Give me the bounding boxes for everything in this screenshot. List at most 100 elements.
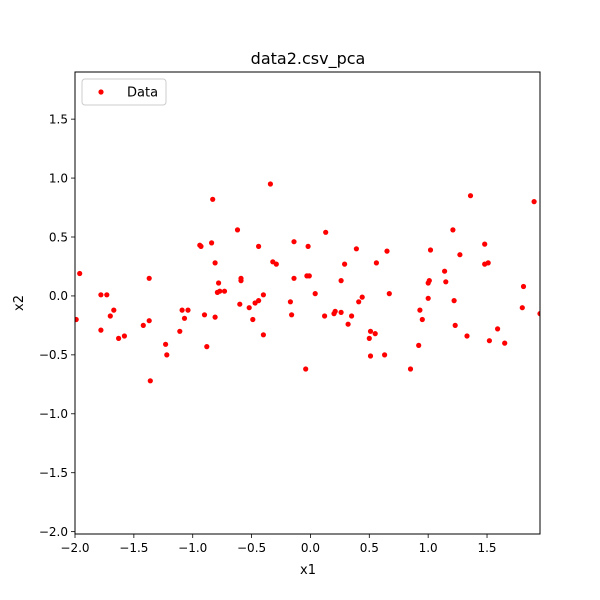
data-point-72 (384, 248, 390, 254)
data-point-16 (179, 307, 185, 313)
data-point-29 (217, 288, 223, 294)
data-point-2 (98, 292, 104, 298)
data-point-59 (338, 278, 344, 284)
y-tick-label: 0.0 (49, 289, 68, 303)
data-point-95 (502, 340, 508, 346)
data-point-75 (416, 342, 422, 348)
x-tick-label: 0.5 (360, 541, 379, 555)
x-tick-label: −0.5 (237, 541, 266, 555)
data-point-11 (146, 275, 152, 281)
y-tick-label: −1.0 (39, 407, 68, 421)
data-point-4 (104, 292, 110, 298)
data-point-30 (221, 288, 228, 294)
data-point-81 (427, 247, 434, 253)
points-layer (75, 181, 540, 384)
data-point-51 (305, 243, 311, 249)
data-point-88 (464, 333, 470, 339)
data-point-34 (238, 278, 244, 284)
legend-box (81, 78, 167, 106)
data-point-99 (537, 311, 540, 317)
data-point-86 (452, 322, 458, 328)
y-tick-label: −1.5 (39, 466, 68, 480)
data-point-68 (367, 328, 374, 334)
data-point-64 (356, 299, 362, 305)
data-point-14 (164, 352, 170, 358)
data-point-54 (322, 313, 328, 319)
data-point-73 (386, 291, 392, 297)
data-point-28 (216, 280, 222, 286)
data-point-7 (116, 335, 122, 341)
data-point-48 (291, 275, 297, 281)
data-point-44 (273, 261, 279, 267)
data-point-42 (267, 181, 273, 187)
data-point-22 (204, 344, 210, 350)
data-point-97 (520, 283, 527, 290)
data-point-40 (260, 332, 266, 338)
y-axis-ticks: −2.0 −1.5 −1.0 −0.5 0.0 0.5 1.0 1.5 (39, 112, 75, 539)
data-point-85 (451, 298, 457, 304)
x-axis-label: x1 (300, 563, 316, 578)
data-point-13 (163, 341, 169, 347)
data-point-8 (121, 333, 127, 339)
x-tick-label: 1.5 (477, 541, 496, 555)
data-point-87 (457, 252, 463, 258)
data-point-12 (147, 378, 153, 384)
data-point-74 (407, 366, 414, 372)
x-tick-label: −2.0 (60, 541, 89, 555)
x-tick-label: 1.0 (419, 541, 438, 555)
data-point-57 (332, 308, 338, 314)
data-point-20 (198, 243, 204, 249)
data-point-76 (417, 307, 423, 313)
data-point-36 (250, 316, 256, 323)
data-point-38 (256, 298, 262, 304)
data-point-82 (442, 268, 448, 274)
data-point-26 (212, 314, 218, 320)
data-point-67 (367, 353, 374, 359)
x-axis-ticks: −2.0 −1.5 −1.0 −0.5 0.0 0.5 1.0 1.5 (60, 534, 497, 555)
data-point-15 (177, 328, 183, 334)
data-point-49 (303, 366, 309, 372)
data-point-5 (107, 313, 113, 319)
data-point-61 (345, 321, 351, 327)
x-tick-label: −1.0 (178, 541, 207, 555)
y-axis-label: x2 (12, 295, 27, 311)
data-point-78 (425, 295, 431, 301)
chart-title: data2.csv_pca (251, 49, 366, 69)
data-point-23 (209, 240, 215, 246)
data-point-91 (482, 241, 488, 247)
data-point-96 (519, 305, 525, 311)
data-point-52 (306, 273, 312, 279)
data-point-58 (338, 309, 344, 315)
data-point-9 (140, 322, 146, 328)
data-point-46 (289, 312, 295, 318)
y-tick-label: 1.5 (49, 112, 68, 126)
data-point-6 (111, 307, 117, 313)
data-point-32 (237, 301, 243, 307)
data-point-65 (359, 294, 365, 300)
data-point-45 (287, 299, 293, 305)
legend: Data (81, 78, 167, 106)
data-point-62 (349, 313, 355, 319)
data-point-47 (291, 239, 297, 245)
data-point-35 (246, 305, 252, 311)
data-point-1 (77, 270, 83, 277)
x-tick-label: −1.5 (119, 541, 148, 555)
data-point-92 (485, 260, 491, 266)
data-point-83 (443, 279, 449, 285)
data-point-10 (146, 318, 152, 324)
data-point-89 (467, 193, 474, 199)
y-tick-label: −0.5 (39, 348, 68, 362)
data-point-84 (450, 227, 456, 233)
axes-frame (74, 71, 541, 535)
data-point-94 (495, 326, 501, 332)
data-point-98 (531, 199, 537, 205)
data-point-77 (419, 316, 425, 323)
data-point-71 (382, 352, 388, 358)
data-point-53 (312, 291, 318, 297)
data-point-41 (260, 292, 266, 298)
data-point-21 (201, 312, 208, 318)
legend-marker-data (98, 89, 104, 95)
y-tick-label: 0.5 (49, 230, 68, 244)
data-point-25 (212, 260, 218, 266)
